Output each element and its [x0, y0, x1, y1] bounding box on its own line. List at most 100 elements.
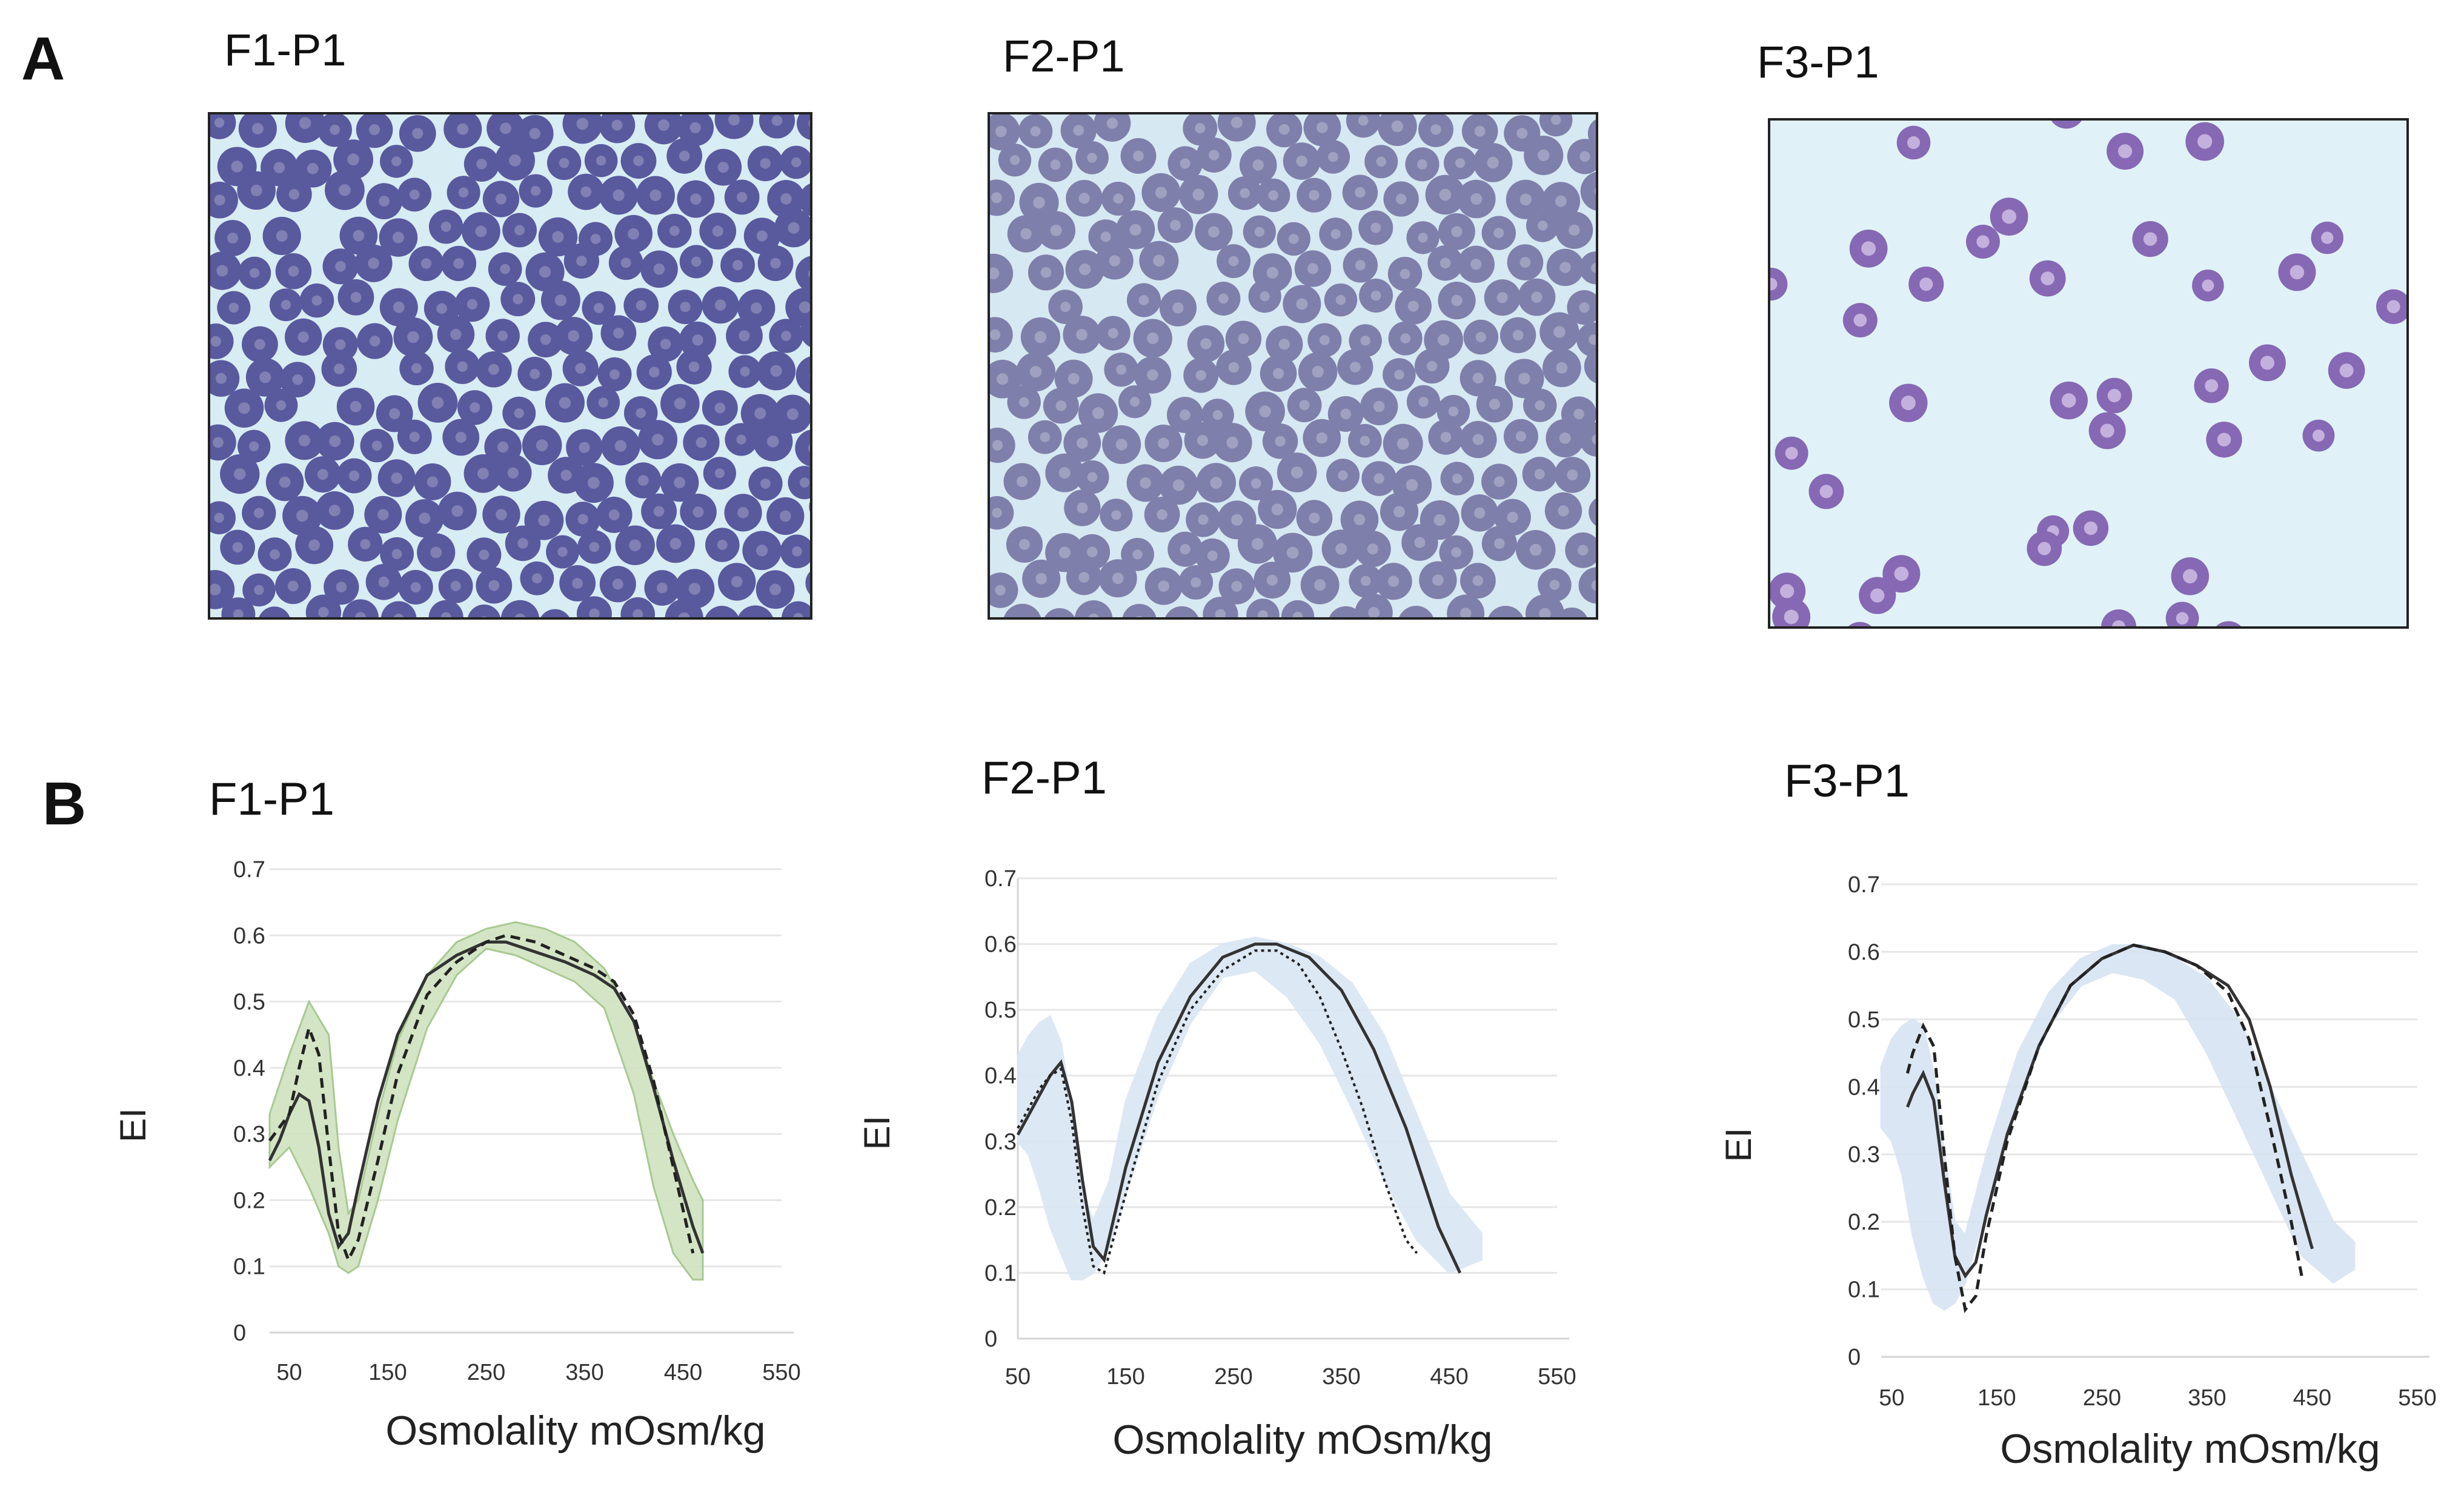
cell-pallor [2143, 232, 2157, 246]
cell-pallor [233, 468, 246, 480]
x-axis-label: Osmolality mOsm/kg [1112, 1417, 1492, 1463]
cell-pallor [532, 573, 542, 584]
cell-pallor [1395, 193, 1407, 205]
cell-pallor [755, 545, 768, 557]
cell-pallor [1901, 396, 1916, 411]
cell-pallor [714, 468, 725, 479]
red-blood-cell [2051, 121, 2082, 129]
cell-pallor [455, 431, 467, 443]
cell-pallor [1296, 298, 1308, 310]
cell-pallor [557, 546, 568, 557]
cell-pallor [2386, 300, 2400, 314]
cell-pallor [2321, 231, 2334, 244]
x-tick-label: 450 [2293, 1385, 2331, 1411]
cell-pallor [227, 233, 239, 244]
cell-pallor [1592, 434, 1596, 445]
cell-pallor [1519, 193, 1532, 206]
cell-pallor [1016, 475, 1028, 488]
y-tick-label: 0.6 [1848, 939, 1880, 965]
cell-pallor [1376, 156, 1386, 167]
cell-pallor [339, 184, 351, 196]
cell-pallor [1254, 227, 1264, 237]
cell-pallor [2100, 423, 2114, 438]
cell-pallor [1252, 159, 1264, 171]
cell-pallor [1251, 538, 1264, 550]
cell-pallor [1296, 155, 1307, 167]
cell-pallor [427, 476, 439, 488]
cell-pallor [1391, 120, 1404, 133]
cell-pallor [1314, 579, 1326, 591]
cell-pallor [308, 539, 320, 551]
cell-pallor [440, 612, 451, 617]
red-blood-cell [800, 316, 810, 347]
cell-pallor [1073, 125, 1084, 136]
cell-pallor [1353, 514, 1366, 526]
cell-pallor [1437, 334, 1450, 346]
cell-pallor [214, 512, 224, 523]
red-blood-cell [1165, 606, 1198, 617]
red-blood-cell [737, 605, 773, 617]
cell-pallor [497, 441, 509, 453]
cell-pallor [1400, 268, 1410, 279]
cell-pallor [1335, 543, 1347, 555]
cell-pallor [430, 546, 442, 558]
x-tick-label: 50 [276, 1360, 302, 1385]
cell-pallor [1195, 123, 1206, 134]
cell-pallor [1307, 263, 1319, 274]
cell-pallor [1539, 608, 1551, 617]
cell-pallor [1226, 436, 1238, 449]
cell-pallor [299, 117, 311, 129]
cell-pallor [766, 436, 779, 448]
cell-pallor [270, 549, 280, 560]
red-blood-cell [665, 598, 703, 617]
cell-pallor [674, 477, 686, 489]
cell-pallor [629, 539, 642, 552]
cell-pallor [530, 368, 540, 379]
cell-pallor [2041, 271, 2055, 286]
cell-pallor [431, 397, 444, 409]
cell-pallor [1870, 588, 1885, 603]
red-blood-cell [705, 606, 739, 617]
cell-pallor [307, 162, 319, 174]
cell-pallor [781, 331, 791, 342]
cell-pallor [1439, 188, 1452, 201]
cell-pallor [1355, 187, 1366, 198]
cell-pallor [1594, 187, 1596, 196]
cell-pallor [1367, 543, 1378, 555]
cell-pallor [614, 440, 627, 452]
cell-pallor [529, 128, 541, 139]
cell-pallor [1451, 226, 1463, 237]
cell-pallor [1198, 514, 1209, 525]
cell-pallor [350, 400, 362, 412]
cell-pallor [1470, 259, 1482, 270]
cell-pallor [1250, 478, 1261, 489]
cell-pallor [1086, 546, 1098, 558]
cell-pallor [1349, 362, 1361, 373]
cell-pallor [1129, 224, 1141, 236]
cell-pallor [808, 270, 810, 278]
cell-pallor [2084, 521, 2098, 535]
cell-pallor [2061, 393, 2076, 408]
cell-pallor [560, 469, 572, 481]
cell-pallor [1531, 291, 1542, 303]
cell-pallor [1556, 362, 1568, 374]
cell-pallor [1238, 333, 1249, 345]
cell-pallor [1029, 366, 1042, 378]
cell-pallor [2205, 379, 2219, 393]
red-blood-cell [990, 179, 1015, 216]
cell-pallor [273, 162, 285, 173]
red-blood-cell [1447, 594, 1485, 617]
cell-pallor [2112, 620, 2126, 626]
cell-pallor [1240, 188, 1250, 199]
cell-pallor [737, 191, 748, 203]
cell-pallor [589, 608, 600, 617]
cell-pallor [1451, 547, 1462, 558]
cell-pallor [391, 472, 403, 484]
cell-pallor [1770, 277, 1778, 291]
cell-pallor [649, 189, 662, 202]
red-blood-cell [1246, 598, 1280, 617]
cell-pallor [1170, 219, 1181, 231]
cell-pallor [1218, 293, 1229, 304]
cell-pallor [410, 581, 421, 593]
cell-pallor [488, 363, 499, 375]
